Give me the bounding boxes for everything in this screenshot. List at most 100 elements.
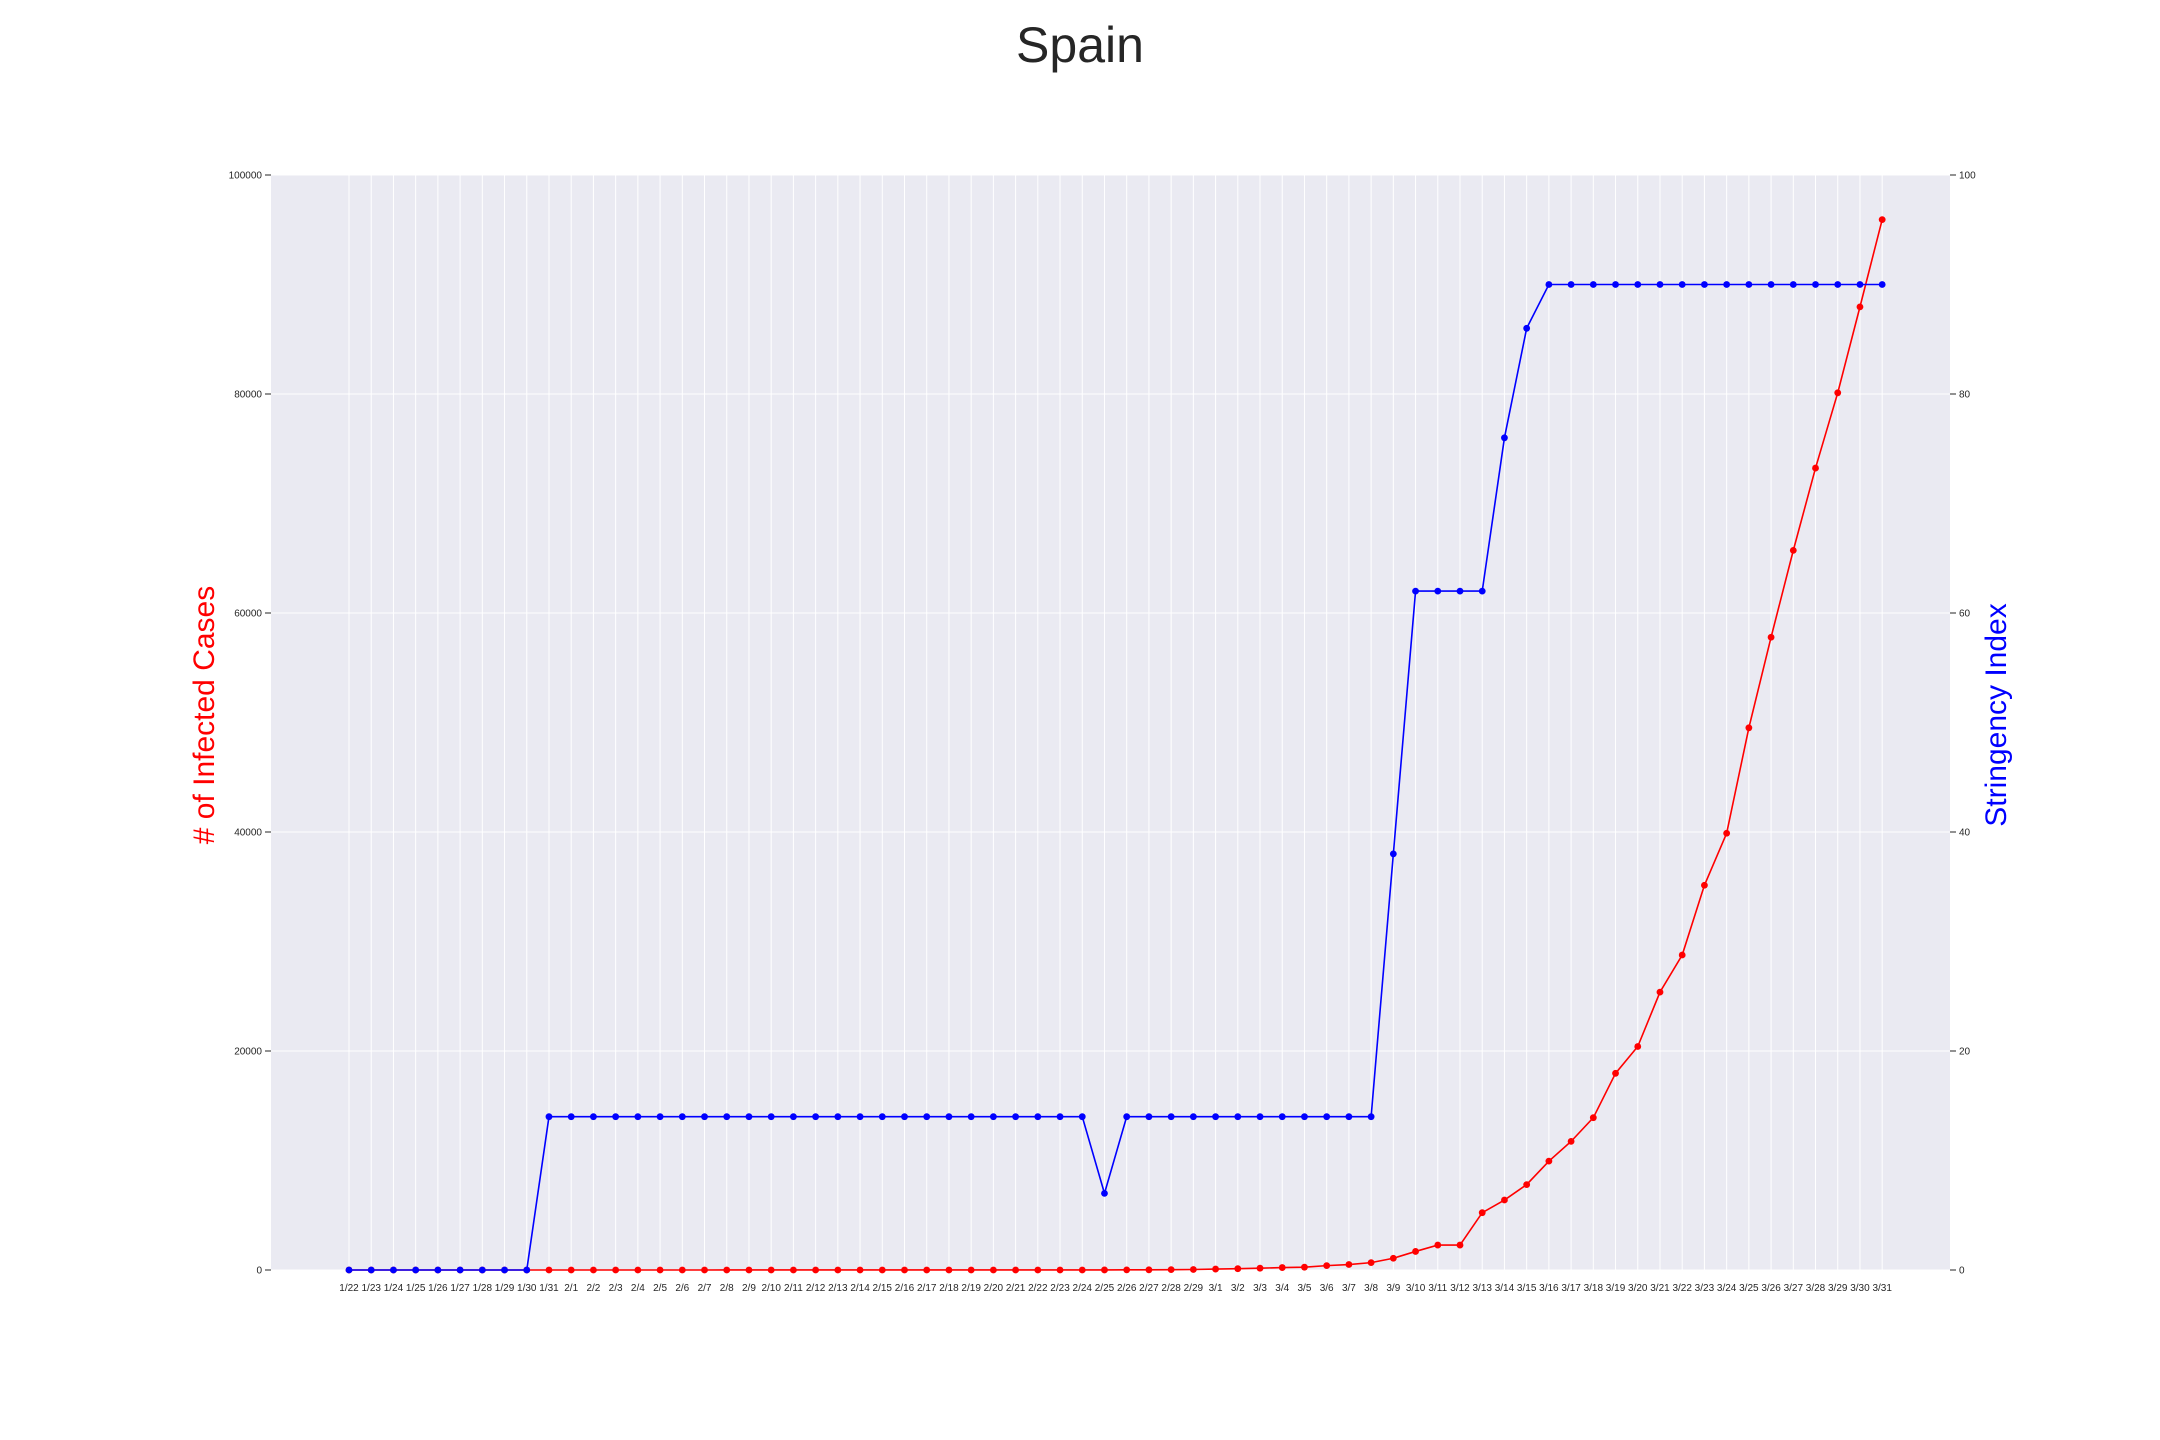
stringency-index-point: [1034, 1113, 1042, 1121]
stringency-index-point: [656, 1113, 664, 1121]
y-tick-label-right: 0: [1959, 1266, 1965, 1277]
stringency-index-point: [745, 1113, 753, 1121]
x-tick-label: 2/19: [961, 1283, 981, 1294]
x-tick-label: 1/25: [406, 1283, 426, 1294]
x-tick-label: 2/15: [873, 1283, 893, 1294]
infected-cases-point: [945, 1266, 953, 1274]
infected-cases-point: [790, 1266, 797, 1274]
stringency-index-point: [501, 1266, 508, 1274]
x-tick-label: 3/6: [1320, 1283, 1334, 1294]
stringency-index-point: [1523, 324, 1531, 332]
stringency-index-point: [1323, 1113, 1331, 1121]
stringency-index-point: [1767, 281, 1775, 288]
stringency-index-point: [1634, 281, 1642, 288]
infected-cases-point: [901, 1266, 908, 1274]
infected-cases-point: [1701, 881, 1708, 889]
infected-cases-point: [1212, 1265, 1219, 1273]
stringency-index-point: [856, 1113, 864, 1121]
stringency-index-point: [1189, 1113, 1197, 1121]
x-tick-label: 2/11: [784, 1283, 803, 1294]
stringency-index-point: [1834, 281, 1842, 288]
stringency-index-point: [1656, 281, 1664, 288]
chart-title: Spain: [1016, 17, 1144, 73]
x-tick-label: 1/28: [473, 1283, 493, 1294]
infected-cases-point: [1634, 1043, 1642, 1050]
stringency-index-point: [1301, 1113, 1308, 1121]
x-tick-label: 2/8: [720, 1283, 734, 1294]
stringency-index-point: [590, 1113, 597, 1121]
stringency-index-point: [545, 1113, 553, 1121]
x-tick-label: 3/12: [1450, 1283, 1470, 1294]
stringency-index-point: [723, 1113, 731, 1121]
x-tick-label: 3/8: [1364, 1283, 1378, 1294]
stringency-index-point: [1812, 281, 1819, 288]
infected-cases-point: [812, 1266, 820, 1274]
infected-cases-point: [1145, 1266, 1153, 1274]
x-tick-label: 2/29: [1184, 1283, 1204, 1294]
stringency-index-point: [612, 1113, 620, 1121]
infected-cases-point: [1723, 829, 1731, 837]
stringency-index-point: [1167, 1113, 1175, 1121]
x-tick-label: 3/3: [1253, 1283, 1267, 1294]
stringency-index-point: [434, 1266, 442, 1274]
x-tick-label: 2/22: [1028, 1283, 1048, 1294]
infected-cases-point: [1167, 1266, 1175, 1274]
y-tick-label-left: 0: [256, 1266, 262, 1277]
infected-cases-point: [1589, 1114, 1597, 1122]
x-tick-label: 2/28: [1161, 1283, 1181, 1294]
x-tick-label: 3/11: [1428, 1283, 1447, 1294]
x-tick-label: 2/24: [1073, 1283, 1093, 1294]
infected-cases-point: [1767, 633, 1775, 641]
y-tick-label-left: 80000: [234, 390, 262, 401]
infected-cases-point: [1501, 1196, 1508, 1204]
stringency-index-point: [1078, 1113, 1086, 1121]
x-tick-label: 2/25: [1095, 1283, 1115, 1294]
x-tick-label: 3/21: [1650, 1283, 1670, 1294]
stringency-index-point: [1478, 587, 1486, 595]
x-tick-label: 1/29: [495, 1283, 515, 1294]
infected-cases-point: [745, 1266, 753, 1274]
x-tick-label: 2/20: [984, 1283, 1004, 1294]
stringency-index-line: [349, 283, 1883, 1271]
infected-cases-point: [1234, 1265, 1242, 1273]
infected-cases-point: [1789, 546, 1797, 554]
stringency-index-point: [1589, 281, 1597, 288]
x-tick-label: 3/5: [1298, 1283, 1312, 1294]
x-tick-label: 2/13: [828, 1283, 848, 1294]
x-tick-label: 2/5: [653, 1283, 667, 1294]
x-tick-label: 3/28: [1806, 1283, 1826, 1294]
stringency-index-point: [1367, 1113, 1375, 1121]
x-tick-label: 1/27: [450, 1283, 470, 1294]
x-tick-label: 2/2: [586, 1283, 600, 1294]
stringency-index-point: [1212, 1113, 1219, 1121]
stringency-index-point: [634, 1113, 642, 1121]
infected-cases-point: [1034, 1266, 1042, 1274]
x-tick-label: 3/26: [1761, 1283, 1781, 1294]
stringency-index-point: [1234, 1113, 1242, 1121]
infected-cases-point: [1523, 1181, 1531, 1189]
stringency-index-point: [1056, 1113, 1064, 1121]
stringency-index-point: [923, 1113, 931, 1121]
y-tick-label-left: 20000: [234, 1047, 262, 1058]
x-tick-label: 2/9: [742, 1283, 756, 1294]
infected-cases-point: [1189, 1266, 1197, 1273]
y-tick-label-right: 20: [1959, 1047, 1971, 1058]
stringency-index-point: [1501, 434, 1508, 442]
infected-cases-point: [1012, 1266, 1019, 1274]
stringency-index-point: [790, 1113, 797, 1121]
infected-cases-point: [1856, 303, 1864, 311]
stringency-index-point: [1723, 281, 1731, 288]
x-tick-label: 3/16: [1539, 1283, 1559, 1294]
infected-cases-point: [1545, 1157, 1553, 1165]
x-tick-label: 3/22: [1672, 1283, 1692, 1294]
infected-cases-point: [612, 1266, 620, 1274]
stringency-index-point: [390, 1266, 397, 1274]
stringency-index-point: [945, 1113, 953, 1121]
infected-cases-point: [1345, 1261, 1353, 1268]
x-tick-label: 2/1: [564, 1283, 578, 1294]
x-tick-label: 3/31: [1872, 1283, 1892, 1294]
x-tick-label: 1/30: [517, 1283, 537, 1294]
stringency-index-point: [1745, 281, 1753, 288]
infected-cases-point: [1278, 1264, 1286, 1271]
x-tick-label: 3/20: [1628, 1283, 1648, 1294]
